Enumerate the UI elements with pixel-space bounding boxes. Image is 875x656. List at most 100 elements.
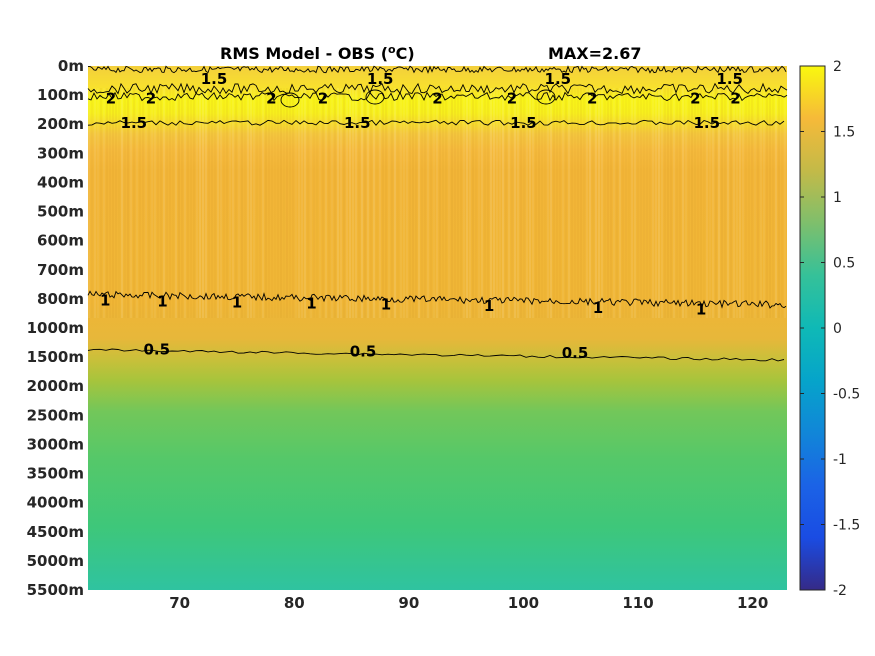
texture-streak xyxy=(562,88,564,318)
texture-streak xyxy=(469,88,471,318)
texture-streak xyxy=(253,88,255,318)
texture-streak xyxy=(397,88,399,318)
texture-streak xyxy=(598,88,600,318)
texture-streak xyxy=(484,88,486,318)
texture-streak xyxy=(514,88,516,318)
texture-streak xyxy=(544,88,546,318)
texture-streak xyxy=(223,88,225,318)
texture-streak xyxy=(445,88,447,318)
texture-streak xyxy=(679,88,681,318)
texture-streak xyxy=(751,88,753,318)
texture-streak xyxy=(241,88,243,318)
texture-streak xyxy=(316,88,318,318)
colorbar-tick-label: -2 xyxy=(833,583,847,599)
texture-streak xyxy=(736,88,738,318)
texture-streak xyxy=(583,88,585,318)
y-tick-label: 5000m xyxy=(27,552,84,570)
contour-loop xyxy=(280,92,300,108)
texture-streak xyxy=(742,88,744,318)
y-tick-label: 500m xyxy=(37,203,84,221)
texture-streak xyxy=(385,88,387,318)
contour-label: 2 xyxy=(730,90,740,108)
texture-streak xyxy=(346,88,348,318)
texture-streak xyxy=(601,88,603,318)
texture-streak xyxy=(337,88,339,318)
texture-streak xyxy=(163,88,165,318)
texture-streak xyxy=(388,88,390,318)
texture-streak xyxy=(268,88,270,318)
texture-streak xyxy=(592,88,594,318)
y-tick-label: 300m xyxy=(37,144,84,162)
contour-lines xyxy=(87,65,788,362)
texture-streak xyxy=(664,88,666,318)
texture-streak xyxy=(343,88,345,318)
texture-streak xyxy=(616,88,618,318)
colorbar-tick-label: 0.5 xyxy=(833,256,855,272)
texture-streak xyxy=(475,88,477,318)
texture-streak xyxy=(265,88,267,318)
y-tick-label: 0m xyxy=(58,57,84,75)
colorbar-tick-label: -1.5 xyxy=(833,518,860,534)
texture-streak xyxy=(133,88,135,318)
contour-label: 2 xyxy=(432,90,442,108)
texture-streak xyxy=(205,88,207,318)
texture-streak xyxy=(391,88,393,318)
contour-label: 1 xyxy=(232,294,242,312)
texture-streak xyxy=(151,88,153,318)
texture-streak xyxy=(436,88,438,318)
y-tick-label: 600m xyxy=(37,232,84,250)
texture-streak xyxy=(220,88,222,318)
y-tick-label: 3500m xyxy=(27,465,84,483)
texture-streak xyxy=(439,88,441,318)
texture-streak xyxy=(127,88,129,318)
texture-streak xyxy=(526,88,528,318)
texture-streak xyxy=(571,88,573,318)
contour-labels: 1.5 1.5 1.5 1.5 2 2 2 2 2 2 2 2 2 1.5 1.5 1.5 1.5 1 1 1 1 1 1 1… xyxy=(100,70,743,362)
contour-line xyxy=(88,65,787,74)
texture-streak xyxy=(610,88,612,318)
texture-streak xyxy=(673,88,675,318)
texture-streak xyxy=(349,88,351,318)
texture-streak xyxy=(355,88,357,318)
texture-streak xyxy=(487,88,489,318)
contour-label: 1.5 xyxy=(716,70,743,88)
texture-streak xyxy=(118,88,120,318)
texture-streak xyxy=(97,88,99,318)
y-tick-label: 5500m xyxy=(27,581,84,599)
texture-streak xyxy=(307,88,309,318)
texture-streak xyxy=(730,88,732,318)
texture-streak xyxy=(535,88,537,318)
texture-streak xyxy=(301,88,303,318)
contour-label: 2 xyxy=(106,90,116,108)
texture-streak xyxy=(325,88,327,318)
texture-streak xyxy=(394,88,396,318)
texture-streak xyxy=(319,88,321,318)
texture-streak xyxy=(370,88,372,318)
texture-streak xyxy=(409,88,411,318)
texture-streak xyxy=(145,88,147,318)
texture-streak xyxy=(364,88,366,318)
texture-streak xyxy=(418,88,420,318)
texture-streak xyxy=(709,88,711,318)
texture-streak xyxy=(715,88,717,318)
contour-label: 1.5 xyxy=(693,114,720,132)
texture-streak xyxy=(589,88,591,318)
texture-streak xyxy=(283,88,285,318)
texture-streak xyxy=(190,88,192,318)
chart-title: RMS Model - OBS (oC) xyxy=(220,43,415,63)
texture-streak xyxy=(568,88,570,318)
texture-streak xyxy=(628,88,630,318)
texture-streak xyxy=(547,88,549,318)
texture-streak xyxy=(505,88,507,318)
x-tick-label: 90 xyxy=(398,594,419,612)
texture-streak xyxy=(340,88,342,318)
y-tick-label: 700m xyxy=(37,261,84,279)
contour-label: 1.5 xyxy=(201,70,228,88)
texture-streak xyxy=(766,88,768,318)
texture-streak xyxy=(379,88,381,318)
texture-streak xyxy=(376,88,378,318)
texture-streak xyxy=(688,88,690,318)
texture-streak xyxy=(676,88,678,318)
texture-streak xyxy=(481,88,483,318)
